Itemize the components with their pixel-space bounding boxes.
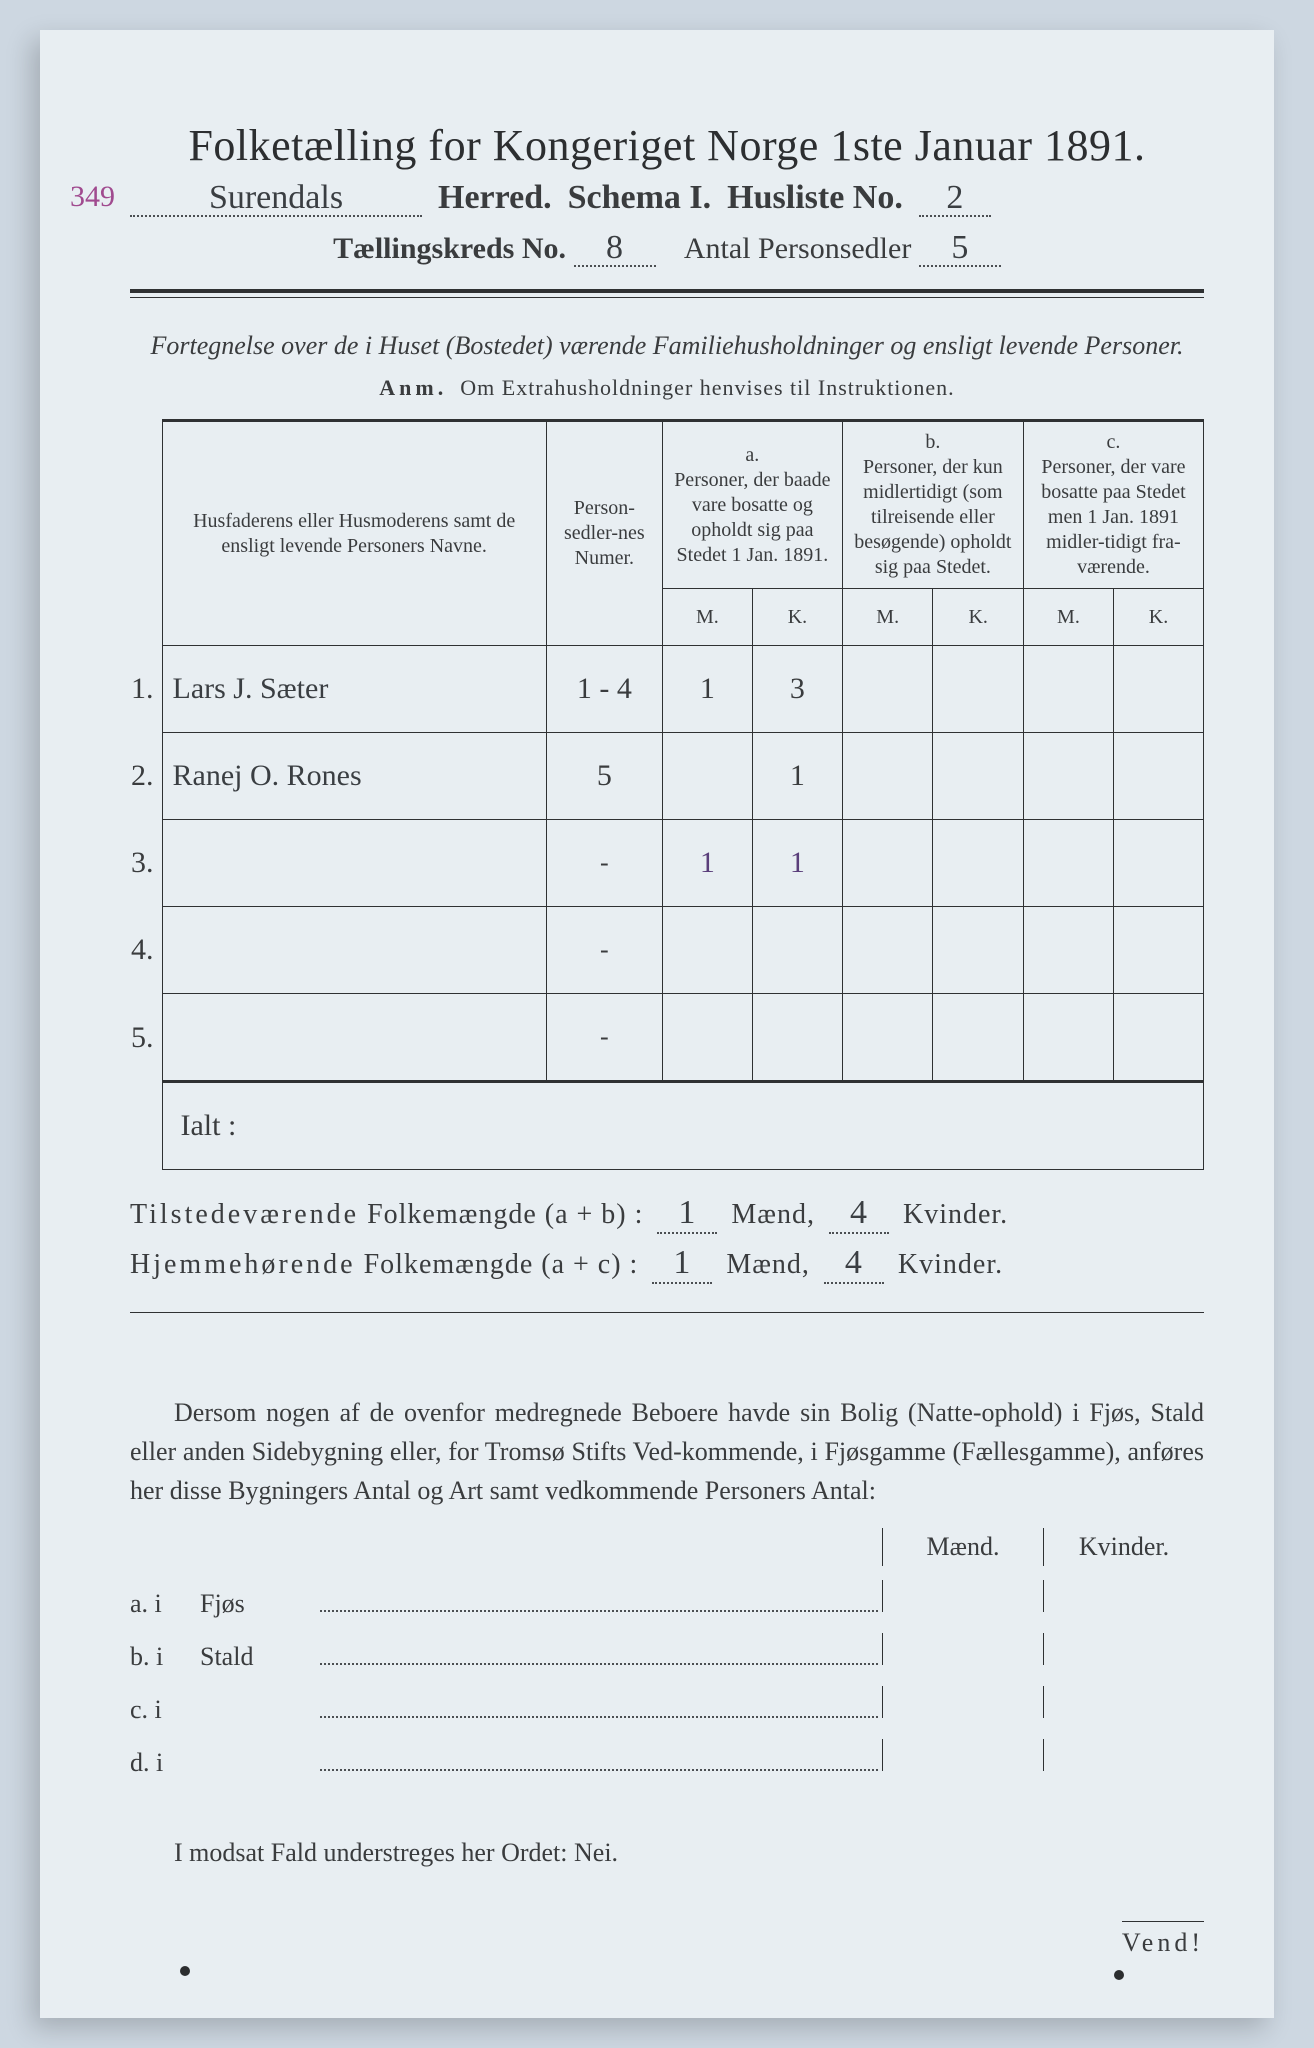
mk-header: Mænd. Kvinder. [130,1528,1204,1566]
table-row: 2. Ranej O. Rones 5 1 [130,733,1204,820]
num-cell: 5 [546,733,662,820]
table-row: 5. - [130,994,1204,1082]
anm-label: Anm. [379,375,447,400]
ialt-row: Ialt : [130,1082,1204,1170]
table-row: 3. - 1 1 [130,820,1204,907]
ink-speck [1114,1970,1124,1980]
rule-heavy [130,289,1204,293]
kreds-no: 8 [574,231,656,267]
head-ck: K. [1113,589,1203,646]
totals-block: Tilstedeværende Folkemængde (a + b) : 1 … [130,1194,1204,1284]
hjemme-k: 4 [824,1244,884,1284]
tilstede-k: 4 [829,1194,889,1234]
label-antal: Antal Personsedler [684,232,911,265]
label-herred: Herred. [438,179,552,217]
head-bk: K. [933,589,1023,646]
anm-text: Om Extrahusholdninger henvises til Instr… [460,375,954,400]
page-title: Folketælling for Kongeriget Norge 1ste J… [130,120,1204,171]
tilstede-label: Tilstedeværende [130,1199,359,1230]
building-lines: a. iFjøs b. iStald c. i d. i [130,1580,1204,1778]
head-ak: K. [752,589,842,646]
margin-number: 349 [70,180,115,214]
census-table: Husfaderens eller Husmoderens samt de en… [130,419,1204,1170]
paragraph: Dersom nogen af de ovenfor medregnede Be… [130,1393,1204,1510]
head-bm: M. [842,589,933,646]
head-a: a. Personer, der baade vare bosatte og o… [662,421,842,589]
antal-no: 5 [919,231,1001,267]
header-line-2: Surendals Herred. Schema I. Husliste No.… [130,179,1204,217]
head-b: b. Personer, der kun midlertidigt (som t… [842,421,1023,589]
nei-line: I modsat Fald understreges her Ordet: Ne… [130,1838,1204,1868]
head-names: Husfaderens eller Husmoderens samt de en… [162,421,546,646]
label-schema: Schema I. [568,179,712,217]
label-husliste: Husliste No. [727,179,903,217]
table-row: 4. - [130,907,1204,994]
mk-kvinder: Kvinder. [1043,1528,1204,1566]
header-line-3: Tællingskreds No. 8 Antal Personsedler 5 [130,231,1204,267]
num-cell: 1 - 4 [546,646,662,733]
anm-line: Anm. Om Extrahusholdninger henvises til … [130,375,1204,401]
rule-thin [130,297,1204,298]
tilstede-m: 1 [657,1194,717,1234]
table-row: 1. Lars J. Sæter 1 - 4 1 3 [130,646,1204,733]
hjemme-m: 1 [652,1244,712,1284]
label-kreds: Tællingskreds No. [333,232,566,265]
vend-label: Vend! [1122,1921,1204,1958]
head-cm: M. [1023,589,1113,646]
head-am: M. [662,589,752,646]
husliste-no: 2 [919,181,991,217]
subtitle: Fortegnelse over de i Huset (Bostedet) v… [130,328,1204,363]
herred-name: Surendals [130,181,422,217]
name-cell: Ranej O. Rones [162,733,546,820]
ink-speck [180,1966,190,1976]
hjemme-label: Hjemmehørende [130,1249,356,1280]
ialt-label: Ialt : [162,1082,1204,1170]
rule-thin [130,1312,1204,1313]
head-num: Person-sedler-nes Numer. [546,421,662,646]
mk-maend: Mænd. [882,1528,1043,1566]
head-c: c. Personer, der vare bosatte paa Stedet… [1023,421,1203,589]
name-cell: Lars J. Sæter [162,646,546,733]
